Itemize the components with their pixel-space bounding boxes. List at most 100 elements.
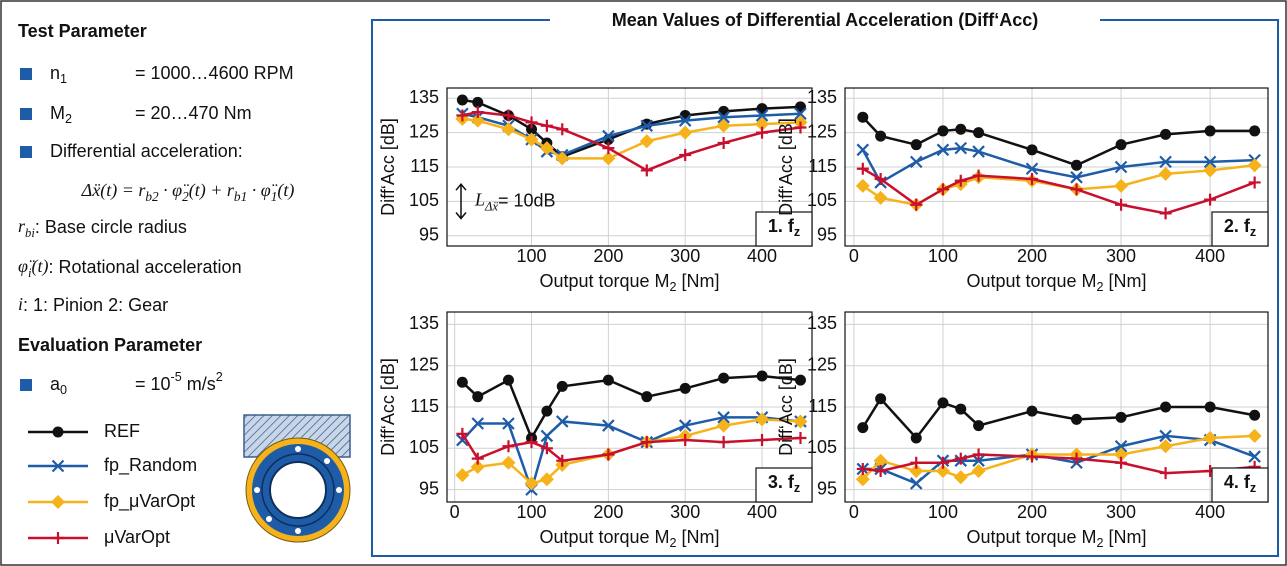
rich-text: n1 <box>50 63 67 87</box>
series-line <box>461 416 801 494</box>
marker <box>955 403 967 415</box>
marker <box>556 454 569 467</box>
marker <box>679 434 692 447</box>
marker <box>540 429 554 443</box>
marker <box>1160 401 1172 413</box>
title-backdrop <box>550 10 1100 32</box>
marker <box>1026 173 1039 186</box>
legend-label: fp_Random <box>104 455 197 476</box>
marker <box>972 454 985 467</box>
y-tick-label: 125 <box>409 121 439 141</box>
text-part: M <box>50 103 65 123</box>
text-part: bi <box>25 226 35 240</box>
marker <box>678 125 693 140</box>
marker <box>875 130 887 142</box>
plot-frame <box>446 311 813 503</box>
y-tick-label: 105 <box>807 437 837 457</box>
marker <box>954 141 968 155</box>
marker <box>456 376 468 388</box>
marker <box>470 459 485 474</box>
marker <box>1159 207 1172 220</box>
marker <box>857 111 869 123</box>
marker <box>716 418 731 433</box>
text-part: (t) + r <box>189 180 235 201</box>
y-axis-label: Diff‘Acc [dB] <box>776 118 796 216</box>
y-tick-label: 105 <box>409 437 439 457</box>
text-part: -5 <box>171 370 182 384</box>
x-tick-label: 200 <box>1017 246 1047 266</box>
marker <box>873 453 888 468</box>
marker <box>1248 450 1261 463</box>
text-part: : Base circle radius <box>35 217 187 237</box>
y-tick-label: 115 <box>410 396 439 416</box>
plot-frame <box>844 87 1269 247</box>
marker <box>1114 178 1129 193</box>
marker <box>456 94 468 106</box>
rich-text: φ̈i(t): Rotational acceleration <box>18 256 242 280</box>
y-axis-label: Diff‘Acc [dB] <box>378 118 398 216</box>
rich-text: Output torque M2 [Nm] <box>966 271 1146 295</box>
marker <box>794 374 806 386</box>
y-tick-label: 105 <box>409 190 439 210</box>
marker <box>717 436 730 449</box>
legend-label: REF <box>104 421 140 441</box>
legend-label: μVarOpt <box>104 527 170 547</box>
marker <box>1159 155 1172 169</box>
marker <box>52 426 64 438</box>
marker <box>472 96 484 108</box>
text-part: Differential acceleration: <box>50 141 243 161</box>
marker <box>1247 428 1262 443</box>
marker <box>455 468 470 483</box>
marker <box>456 427 469 440</box>
marker <box>640 164 653 177</box>
series-line <box>862 453 1255 475</box>
text-part: (t) <box>277 180 294 201</box>
panel-label-box <box>755 467 813 503</box>
marker <box>602 448 615 461</box>
marker <box>1026 144 1038 156</box>
marker <box>716 118 731 133</box>
marker <box>602 419 615 432</box>
text-part: 2 <box>216 370 223 384</box>
text-part: z <box>1250 225 1256 239</box>
marker <box>909 155 923 169</box>
rich-text: a0 <box>50 374 67 398</box>
rich-text: rbi: Base circle radius <box>18 216 187 240</box>
y-tick-label: 135 <box>807 87 837 107</box>
marker <box>556 380 568 392</box>
rich-text: i: 1: Pinion 2: Gear <box>18 294 168 315</box>
figure-title: Mean Values of Differential Acceleration… <box>612 10 1038 30</box>
marker <box>526 123 538 135</box>
marker <box>857 422 869 434</box>
marker <box>856 462 869 475</box>
marker <box>874 465 887 478</box>
marker <box>755 412 770 427</box>
x-tick-label: 100 <box>928 502 958 522</box>
marker <box>502 109 515 122</box>
marker <box>1114 160 1128 174</box>
marker <box>556 123 569 136</box>
text-part: z <box>794 481 800 495</box>
rich-text: 3. fz <box>768 472 800 496</box>
x-tick-label: 300 <box>670 246 700 266</box>
text-part: Output torque M <box>966 271 1096 291</box>
marker <box>1247 158 1262 173</box>
marker <box>471 417 485 430</box>
marker <box>1070 452 1083 465</box>
marker <box>1159 429 1172 443</box>
x-tick-label: 200 <box>593 246 623 266</box>
marker <box>502 440 515 453</box>
x-tick-label: 400 <box>747 502 777 522</box>
text-part: z <box>1250 481 1256 495</box>
marker <box>910 198 923 211</box>
series-line <box>862 434 1256 485</box>
y-tick-label: 125 <box>409 354 439 374</box>
x-tick-label: 100 <box>928 246 958 266</box>
marker <box>51 459 65 473</box>
text-part: [Nm] <box>1104 527 1147 547</box>
plot-frame <box>446 87 813 247</box>
marker <box>540 119 553 132</box>
marker <box>717 411 730 424</box>
marker <box>855 472 870 487</box>
marker <box>679 382 691 394</box>
